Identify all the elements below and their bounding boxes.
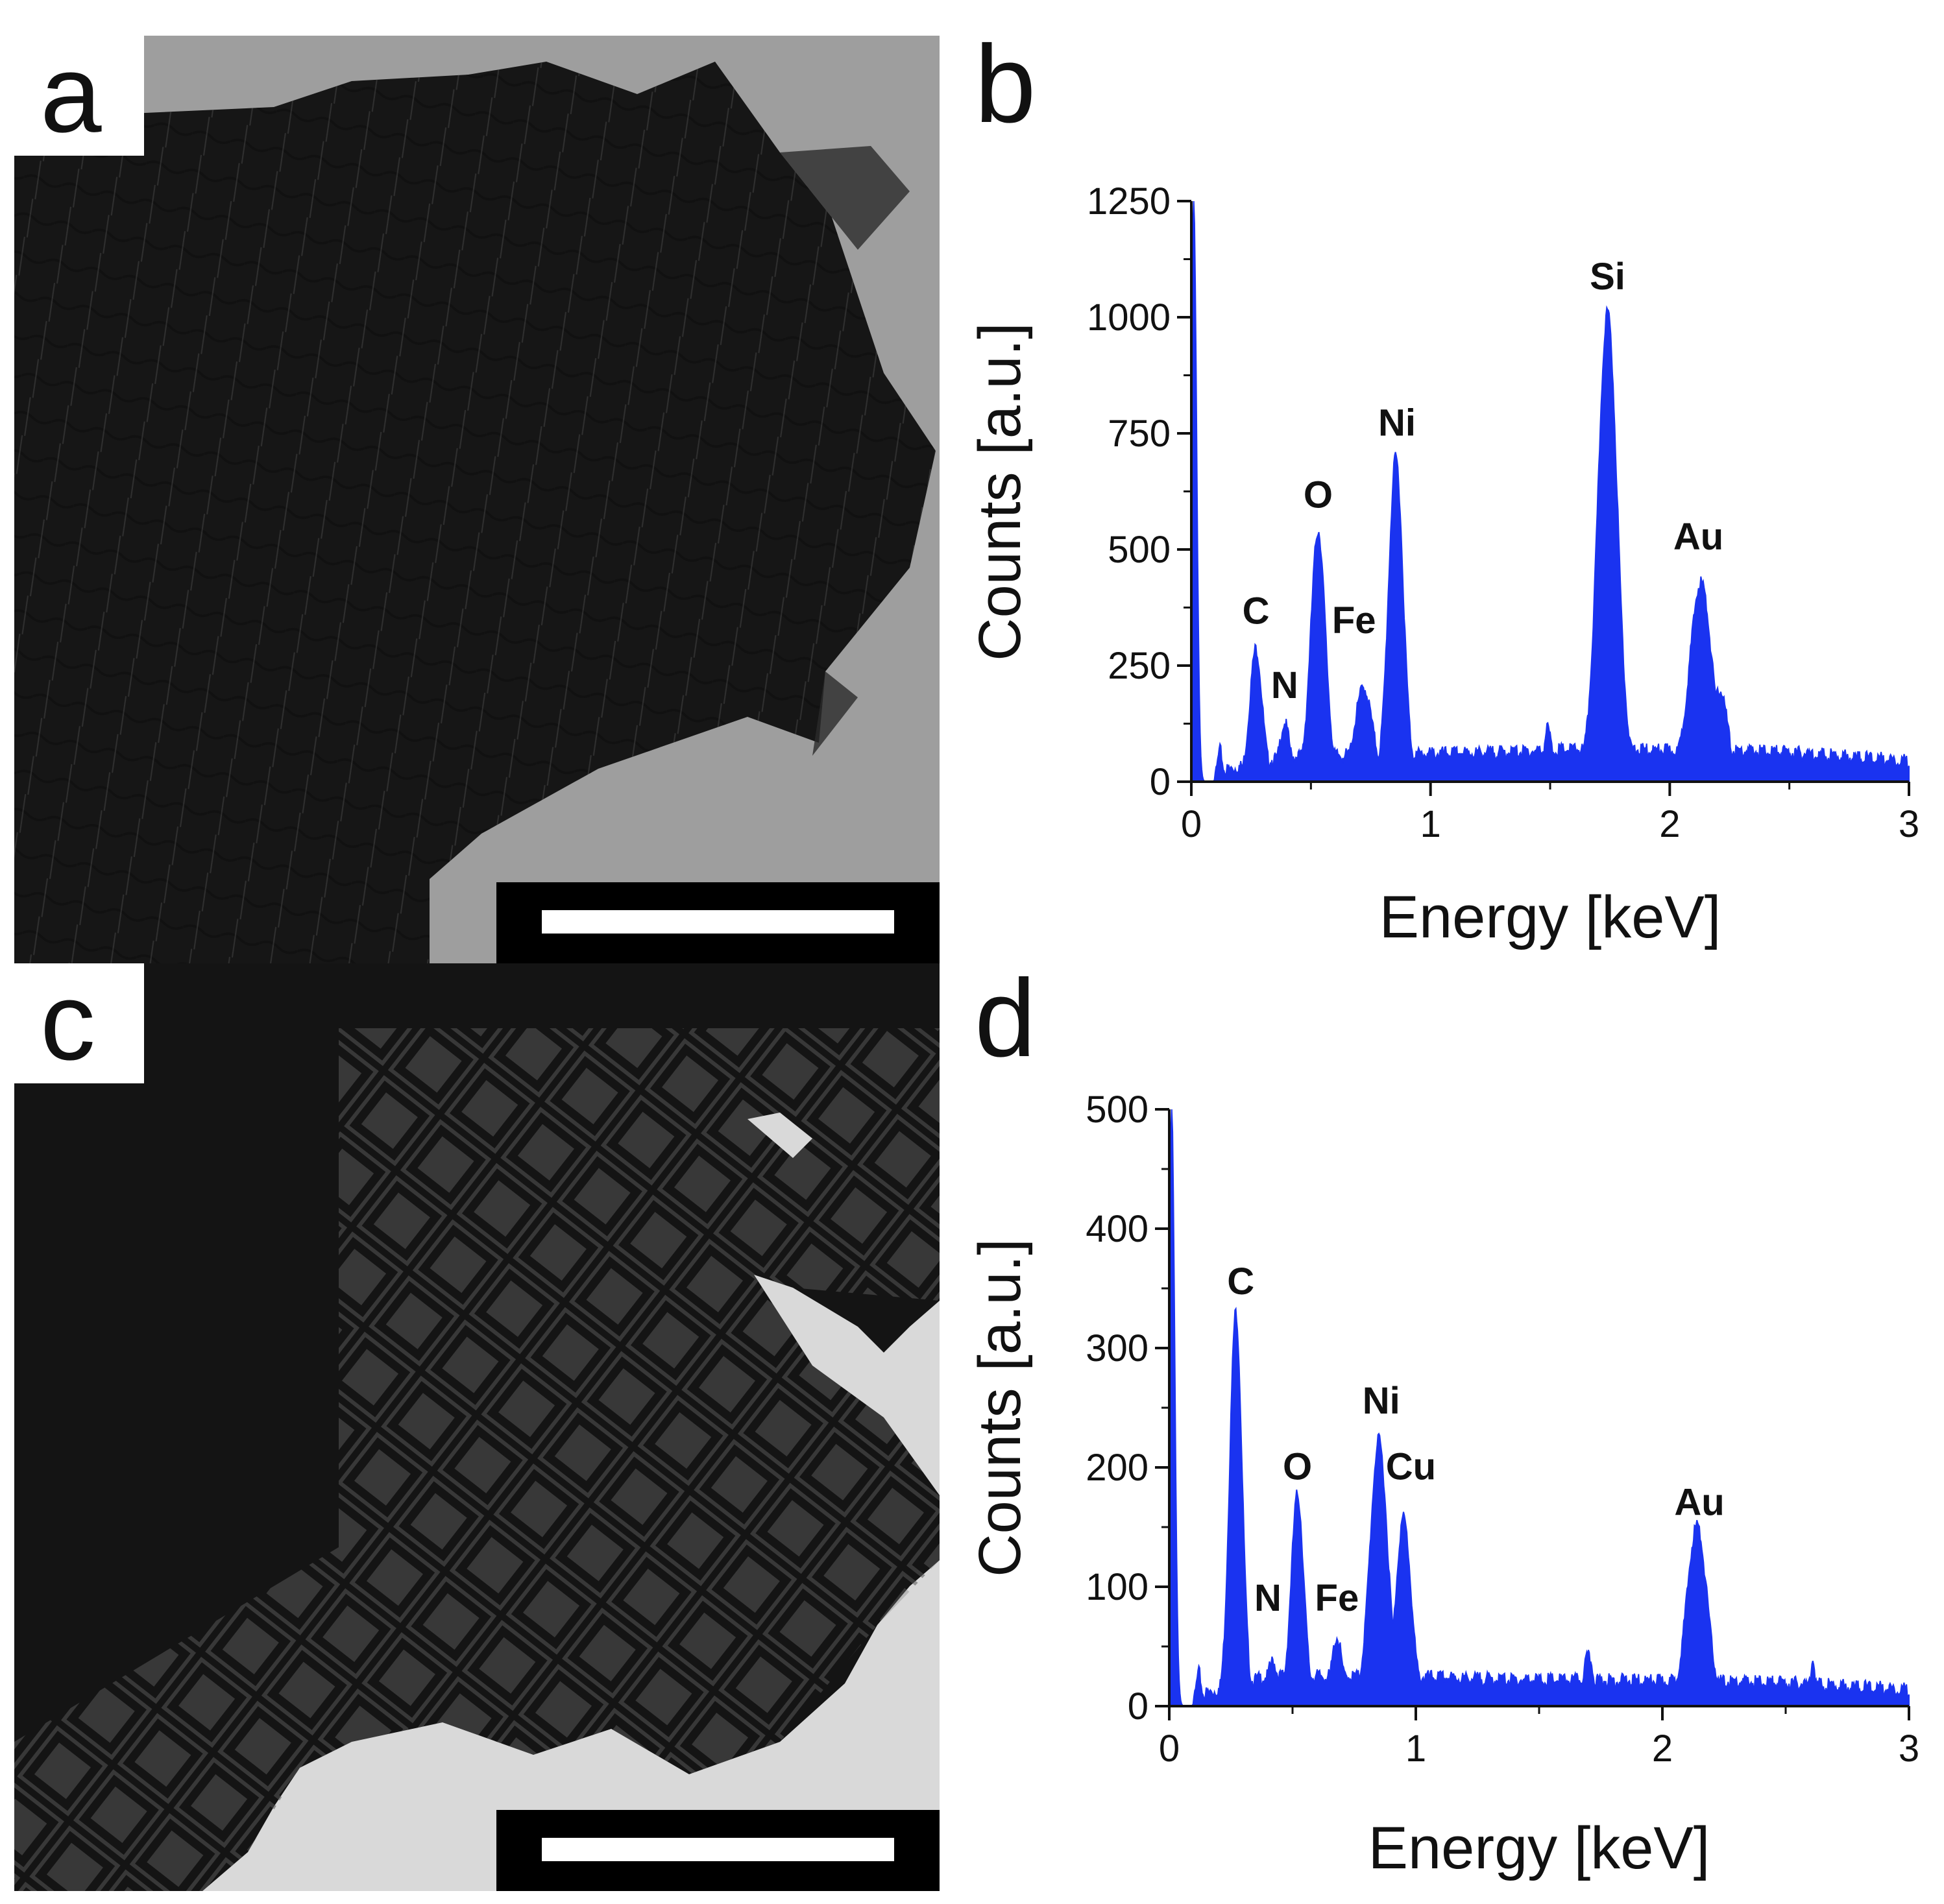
peak-label-d-fe: Fe: [1315, 1577, 1359, 1619]
y-tick-label-d: 200: [1086, 1447, 1148, 1489]
spectrum-area-b: [1191, 200, 1910, 782]
tem-image-a: [14, 36, 940, 963]
y-tick-label-d: 300: [1086, 1327, 1148, 1369]
x-tick-label-b: 1: [1420, 803, 1441, 845]
panel-letter-b: b: [975, 23, 1036, 146]
eds-spectrum-b: 0 1 2 3 0 250 500 750 1000 1250 Energy [keV] Counts…: [967, 180, 1919, 950]
y-tick-label-b: 1250: [1087, 180, 1171, 223]
peak-label-b-au: Au: [1673, 516, 1723, 558]
peak-label-d-n: N: [1254, 1577, 1282, 1619]
panel-label-box-a: [14, 36, 144, 156]
peak-label-b-si: Si: [1590, 256, 1625, 298]
peak-label-b-ni: Ni: [1378, 402, 1416, 444]
x-tick-label-b: 2: [1659, 803, 1680, 845]
panel-letter-a: a: [40, 32, 102, 156]
y-axis-title-b: Counts [a.u.]: [967, 322, 1033, 661]
y-axis-title-d: Counts [a.u.]: [967, 1238, 1033, 1577]
chart-b-svg: 0 1 2 3 0 250 500 750 1000 1250 Energy [keV] Counts…: [967, 180, 1919, 950]
x-tick-label-d: 3: [1899, 1728, 1919, 1770]
panel-letter-c: c: [40, 960, 95, 1083]
x-axis-title-d: Energy [keV]: [1368, 1815, 1710, 1881]
y-tick-label-d: 500: [1086, 1089, 1148, 1131]
peak-label-d-au: Au: [1674, 1482, 1724, 1524]
y-tick-label-b: 500: [1108, 529, 1171, 571]
scale-bar-c: [542, 1838, 894, 1861]
peak-label-b-n: N: [1271, 664, 1298, 706]
tem-sheet-a: [14, 62, 936, 963]
x-tick-label-b: 3: [1899, 803, 1919, 845]
y-tick-label-d: 0: [1128, 1685, 1148, 1728]
panel-label-box-c: [14, 963, 144, 1083]
x-tick-label-d: 1: [1405, 1728, 1426, 1770]
peak-label-d-o: O: [1283, 1445, 1312, 1488]
x-axis-title-b: Energy [keV]: [1379, 884, 1721, 950]
y-tick-label-b: 0: [1150, 761, 1171, 803]
y-tick-label-d: 100: [1086, 1566, 1148, 1608]
peak-label-b-o: O: [1304, 474, 1333, 516]
y-tick-label-b: 1000: [1087, 296, 1171, 339]
x-tick-label-d: 2: [1652, 1728, 1673, 1770]
x-tick-label-d: 0: [1159, 1728, 1180, 1770]
y-tick-label-b: 250: [1108, 645, 1171, 687]
x-tick-label-b: 0: [1181, 803, 1202, 845]
peak-label-b-fe: Fe: [1332, 599, 1376, 642]
spectrum-area-d: [1169, 1109, 1910, 1707]
scale-bar-a: [542, 910, 894, 934]
y-tick-label-d: 400: [1086, 1208, 1148, 1250]
peak-label-d-ni: Ni: [1363, 1380, 1400, 1422]
peak-label-d-c: C: [1227, 1260, 1254, 1303]
peak-label-b-c: C: [1243, 590, 1270, 633]
tem-image-c: [14, 963, 940, 1891]
peak-label-d-cu: Cu: [1386, 1445, 1436, 1488]
tem-sheet-c: [14, 963, 940, 1891]
y-tick-label-b: 750: [1108, 413, 1171, 455]
panel-letter-d: d: [975, 957, 1036, 1080]
